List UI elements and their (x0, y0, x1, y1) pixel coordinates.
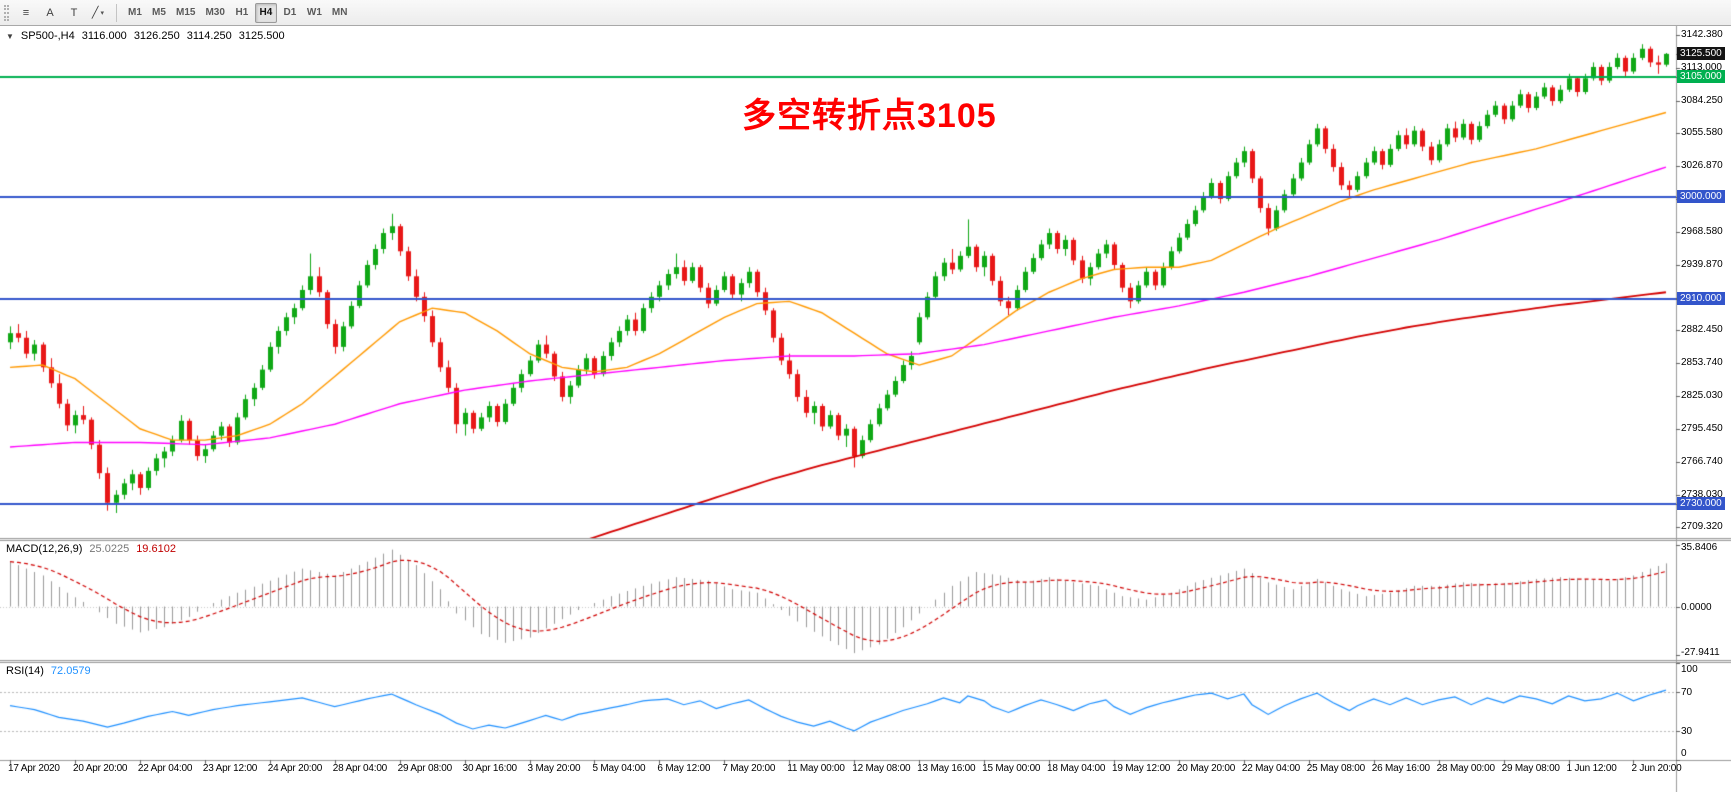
chart-objects-icon: ≡ (22, 6, 30, 19)
timeframe-button-m30[interactable]: M30 (205, 7, 225, 18)
tool-button-line-studies[interactable]: ╱ ▾ (87, 3, 109, 23)
dropdown-arrow-icon: ▾ (100, 9, 105, 17)
timeframe-button-d1[interactable]: D1 (283, 7, 297, 18)
toolbar-drag-handle[interactable] (4, 4, 9, 21)
text-label-icon: A (46, 6, 54, 19)
timeframe-button-m15[interactable]: M15 (176, 7, 196, 18)
timeframe-button-m1[interactable]: M1 (128, 7, 142, 18)
toolbar: ≡ A T ╱ ▾ M1 M5 M15 M30 H1 H4 D1 W1 MN (0, 0, 1731, 26)
timeframe-button-h1[interactable]: H1 (235, 7, 249, 18)
tool-button-chart-objects[interactable]: ≡ (15, 3, 37, 23)
chart-canvas[interactable] (0, 26, 1731, 792)
tool-button-text[interactable]: T (63, 3, 85, 23)
toolbar-separator (116, 3, 117, 22)
line-studies-icon: ╱ (91, 7, 99, 19)
timeframe-button-w1[interactable]: W1 (306, 7, 322, 18)
text-icon: T (70, 6, 78, 19)
tool-button-text-label[interactable]: A (39, 3, 61, 23)
chart-area: ▼ SP500-,H4 3116.000 3126.250 3114.250 3… (0, 26, 1731, 792)
timeframe-button-mn[interactable]: MN (331, 7, 348, 18)
timeframe-button-h4[interactable]: H4 (254, 2, 277, 23)
timeframe-button-m5[interactable]: M5 (152, 7, 166, 18)
